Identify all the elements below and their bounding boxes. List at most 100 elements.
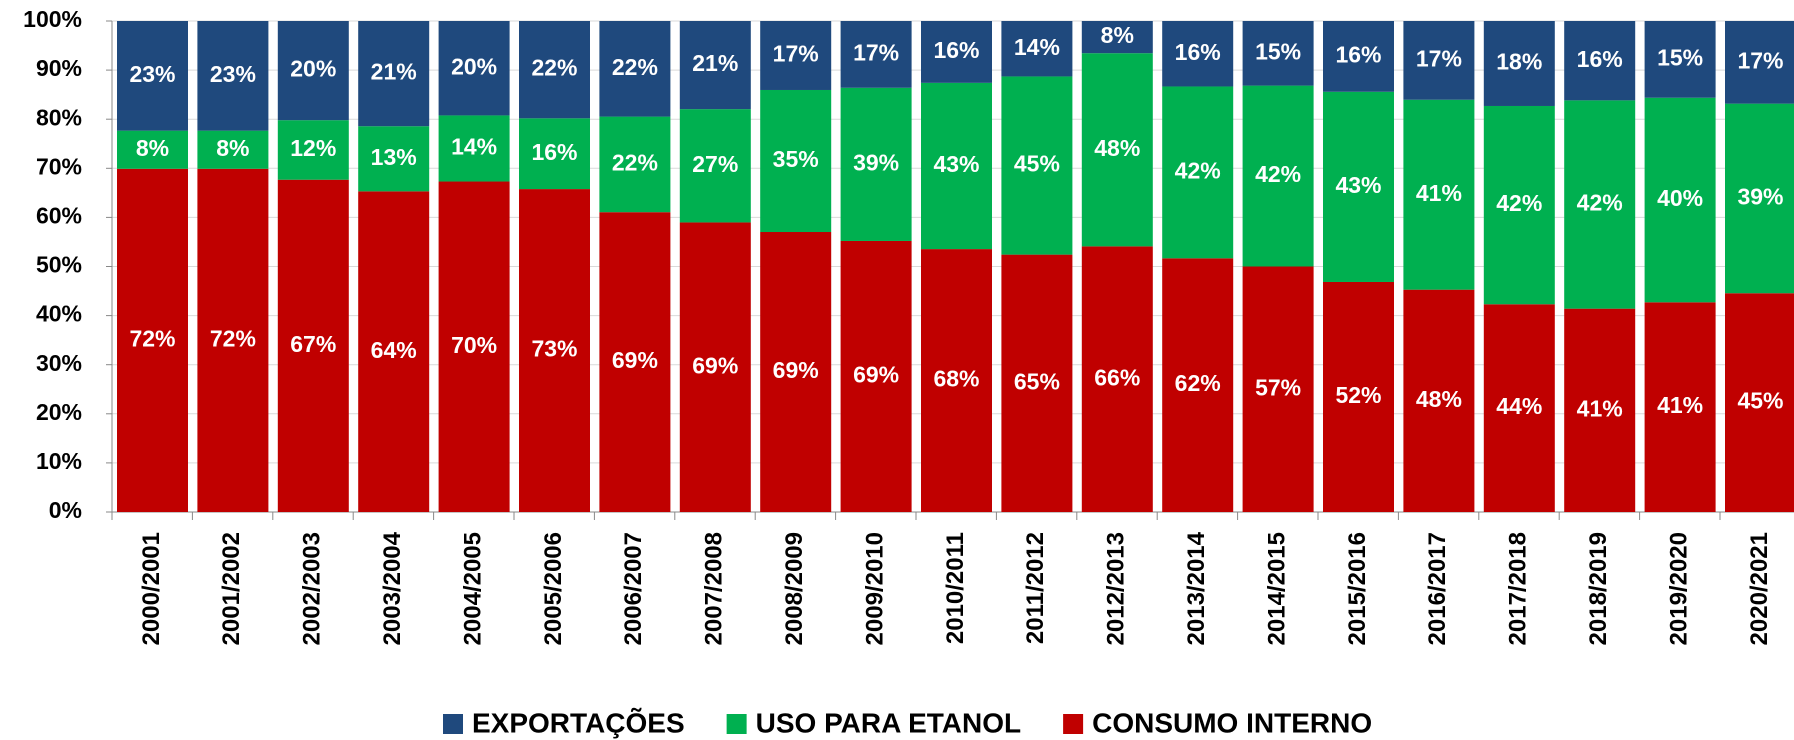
bar-segment bbox=[1644, 21, 1716, 98]
bar-segment bbox=[197, 130, 269, 169]
bar-segment bbox=[679, 109, 751, 223]
bar-segment bbox=[921, 82, 992, 250]
value-label: 16% bbox=[531, 139, 577, 165]
value-label: 23% bbox=[210, 61, 256, 87]
bar-segment bbox=[519, 21, 590, 119]
value-label: 69% bbox=[692, 352, 738, 378]
value-label: 21% bbox=[692, 50, 738, 76]
x-tick-label: 2001/2002 bbox=[218, 532, 245, 645]
value-label: 41% bbox=[1657, 392, 1703, 418]
x-tick-label: 2010/2011 bbox=[942, 532, 969, 644]
value-label: 73% bbox=[531, 336, 577, 362]
legend-label: CONSUMO INTERNO bbox=[1092, 707, 1372, 738]
x-tick-label: 2006/2007 bbox=[620, 532, 647, 645]
x-tick-label: 2013/2014 bbox=[1183, 531, 1210, 645]
bar-segment bbox=[519, 189, 590, 512]
y-tick-label: 0% bbox=[49, 497, 82, 523]
bar-segment bbox=[840, 240, 912, 512]
value-label: 16% bbox=[1577, 46, 1623, 72]
bar-segment bbox=[599, 21, 671, 117]
bar-segment bbox=[599, 212, 671, 512]
x-tick-label: 2008/2009 bbox=[781, 532, 808, 645]
y-tick-label: 90% bbox=[36, 55, 82, 81]
x-tick-label: 2017/2018 bbox=[1505, 532, 1532, 645]
bar-segment bbox=[679, 21, 751, 110]
value-label: 67% bbox=[290, 331, 336, 357]
legend-swatch bbox=[726, 714, 747, 734]
value-label: 62% bbox=[1175, 370, 1221, 396]
value-label: 35% bbox=[773, 146, 819, 172]
bar-segment bbox=[1725, 21, 1794, 104]
bar-segment bbox=[438, 115, 510, 182]
y-tick-label: 70% bbox=[36, 153, 82, 179]
bar-segment bbox=[358, 191, 430, 513]
value-label: 8% bbox=[1101, 22, 1134, 48]
bar-segment bbox=[1644, 97, 1716, 303]
bar-segment bbox=[1001, 76, 1073, 255]
value-label: 17% bbox=[853, 39, 899, 65]
bar-segment bbox=[1323, 21, 1394, 92]
bar-segment bbox=[1564, 100, 1636, 309]
x-tick-label: 2007/2008 bbox=[701, 532, 728, 645]
value-label: 13% bbox=[371, 144, 417, 170]
x-tick-label: 2011/2012 bbox=[1022, 532, 1049, 644]
y-tick-label: 50% bbox=[36, 252, 82, 278]
value-label: 70% bbox=[451, 332, 497, 358]
x-tick-label: 2020/2021 bbox=[1746, 532, 1773, 645]
bar-segment bbox=[1323, 281, 1394, 512]
bar-segment bbox=[921, 249, 992, 512]
value-label: 18% bbox=[1496, 49, 1542, 75]
bar-segment bbox=[1323, 91, 1394, 282]
value-label: 42% bbox=[1577, 190, 1623, 216]
x-tick-label: 2004/2005 bbox=[459, 532, 486, 645]
value-label: 44% bbox=[1496, 393, 1542, 419]
bar-segment bbox=[358, 21, 430, 127]
value-label: 17% bbox=[773, 41, 819, 67]
value-label: 65% bbox=[1014, 368, 1060, 394]
value-label: 68% bbox=[933, 366, 979, 392]
bar-segment bbox=[1564, 21, 1636, 101]
legend-label: USO PARA ETANOL bbox=[756, 707, 1021, 738]
bar-segment bbox=[1162, 21, 1234, 87]
value-label: 14% bbox=[451, 134, 497, 160]
x-tick-label: 2012/2013 bbox=[1103, 532, 1130, 645]
x-tick-label: 2018/2019 bbox=[1585, 532, 1612, 645]
bar-segment bbox=[840, 21, 912, 88]
x-tick-label: 2016/2017 bbox=[1424, 532, 1451, 645]
value-label: 57% bbox=[1255, 374, 1301, 400]
value-label: 23% bbox=[129, 61, 175, 87]
bar-segment bbox=[679, 222, 751, 512]
bar-segment bbox=[1483, 105, 1555, 305]
value-label: 14% bbox=[1014, 34, 1060, 60]
value-label: 45% bbox=[1014, 151, 1060, 177]
bar-segment bbox=[277, 21, 349, 121]
bar-segment bbox=[117, 168, 188, 512]
x-tick-label: 2009/2010 bbox=[861, 532, 888, 645]
y-tick-label: 100% bbox=[23, 6, 82, 32]
y-tick-label: 20% bbox=[36, 399, 82, 425]
x-tick-label: 2003/2004 bbox=[379, 531, 406, 645]
x-tick-label: 2002/2003 bbox=[299, 532, 326, 645]
value-label: 16% bbox=[1335, 41, 1381, 67]
value-label: 20% bbox=[451, 53, 497, 79]
value-label: 69% bbox=[853, 362, 899, 388]
bar-segment bbox=[1162, 258, 1234, 512]
value-label: 17% bbox=[1416, 45, 1462, 71]
bar-segment bbox=[277, 179, 349, 512]
bar-segment bbox=[760, 89, 832, 233]
bar-segment bbox=[519, 118, 590, 190]
x-tick-label: 2005/2006 bbox=[540, 532, 567, 645]
value-label: 52% bbox=[1335, 382, 1381, 408]
x-tick-label: 2014/2015 bbox=[1263, 532, 1290, 645]
bar-segment bbox=[760, 21, 832, 90]
bar-segment bbox=[1483, 304, 1555, 512]
x-tick-label: 2015/2016 bbox=[1344, 532, 1371, 645]
value-label: 41% bbox=[1416, 180, 1462, 206]
value-label: 8% bbox=[216, 135, 249, 161]
bar-segment bbox=[1001, 254, 1073, 512]
legend-label: EXPORTAÇÕES bbox=[472, 707, 685, 738]
bar-segment bbox=[277, 120, 349, 180]
value-label: 43% bbox=[1335, 172, 1381, 198]
bar-segment bbox=[1644, 302, 1716, 512]
